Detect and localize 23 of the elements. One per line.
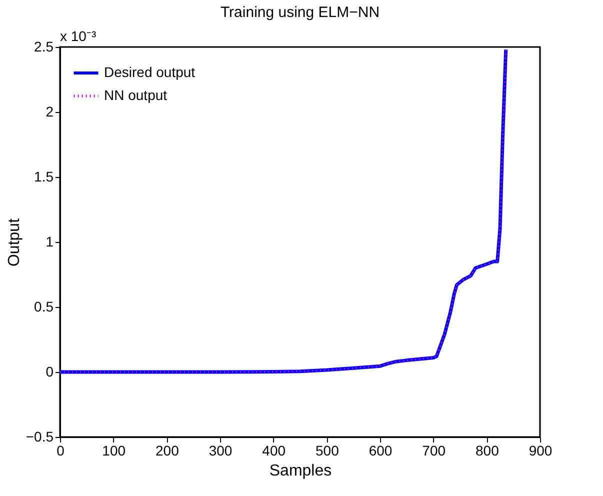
x-tick-label: 200 [155,442,180,458]
x-tick-label: 800 [475,442,500,458]
x-tick-label: 0 [56,442,65,458]
x-tick-label: 500 [315,442,340,458]
legend-label: NN output [104,87,168,103]
y-tick-label: 0 [46,364,54,380]
y-tick-label: 2.5 [34,38,54,54]
y-axis-title: Output [6,218,23,267]
x-tick-label: 400 [262,442,286,458]
x-tick-label: 700 [422,442,446,458]
text: x 10⁻³ [60,28,96,44]
y-tick-label: 1 [46,234,54,250]
y-tick-label: 0.5 [34,298,54,314]
x-tick-label: 300 [208,442,232,458]
x-tick-label: 600 [368,442,392,458]
y-tick-label: −0.5 [26,428,54,444]
y-tick-label: 1.5 [34,168,54,184]
x-axis-title: Samples [269,462,332,480]
y-tick-label: 2 [46,104,54,120]
x-tick-label: 900 [528,442,552,458]
x-tick-label: 100 [102,442,126,458]
chart-title: Training using ELM−NN [220,4,380,21]
legend-label: Desired output [104,64,196,80]
